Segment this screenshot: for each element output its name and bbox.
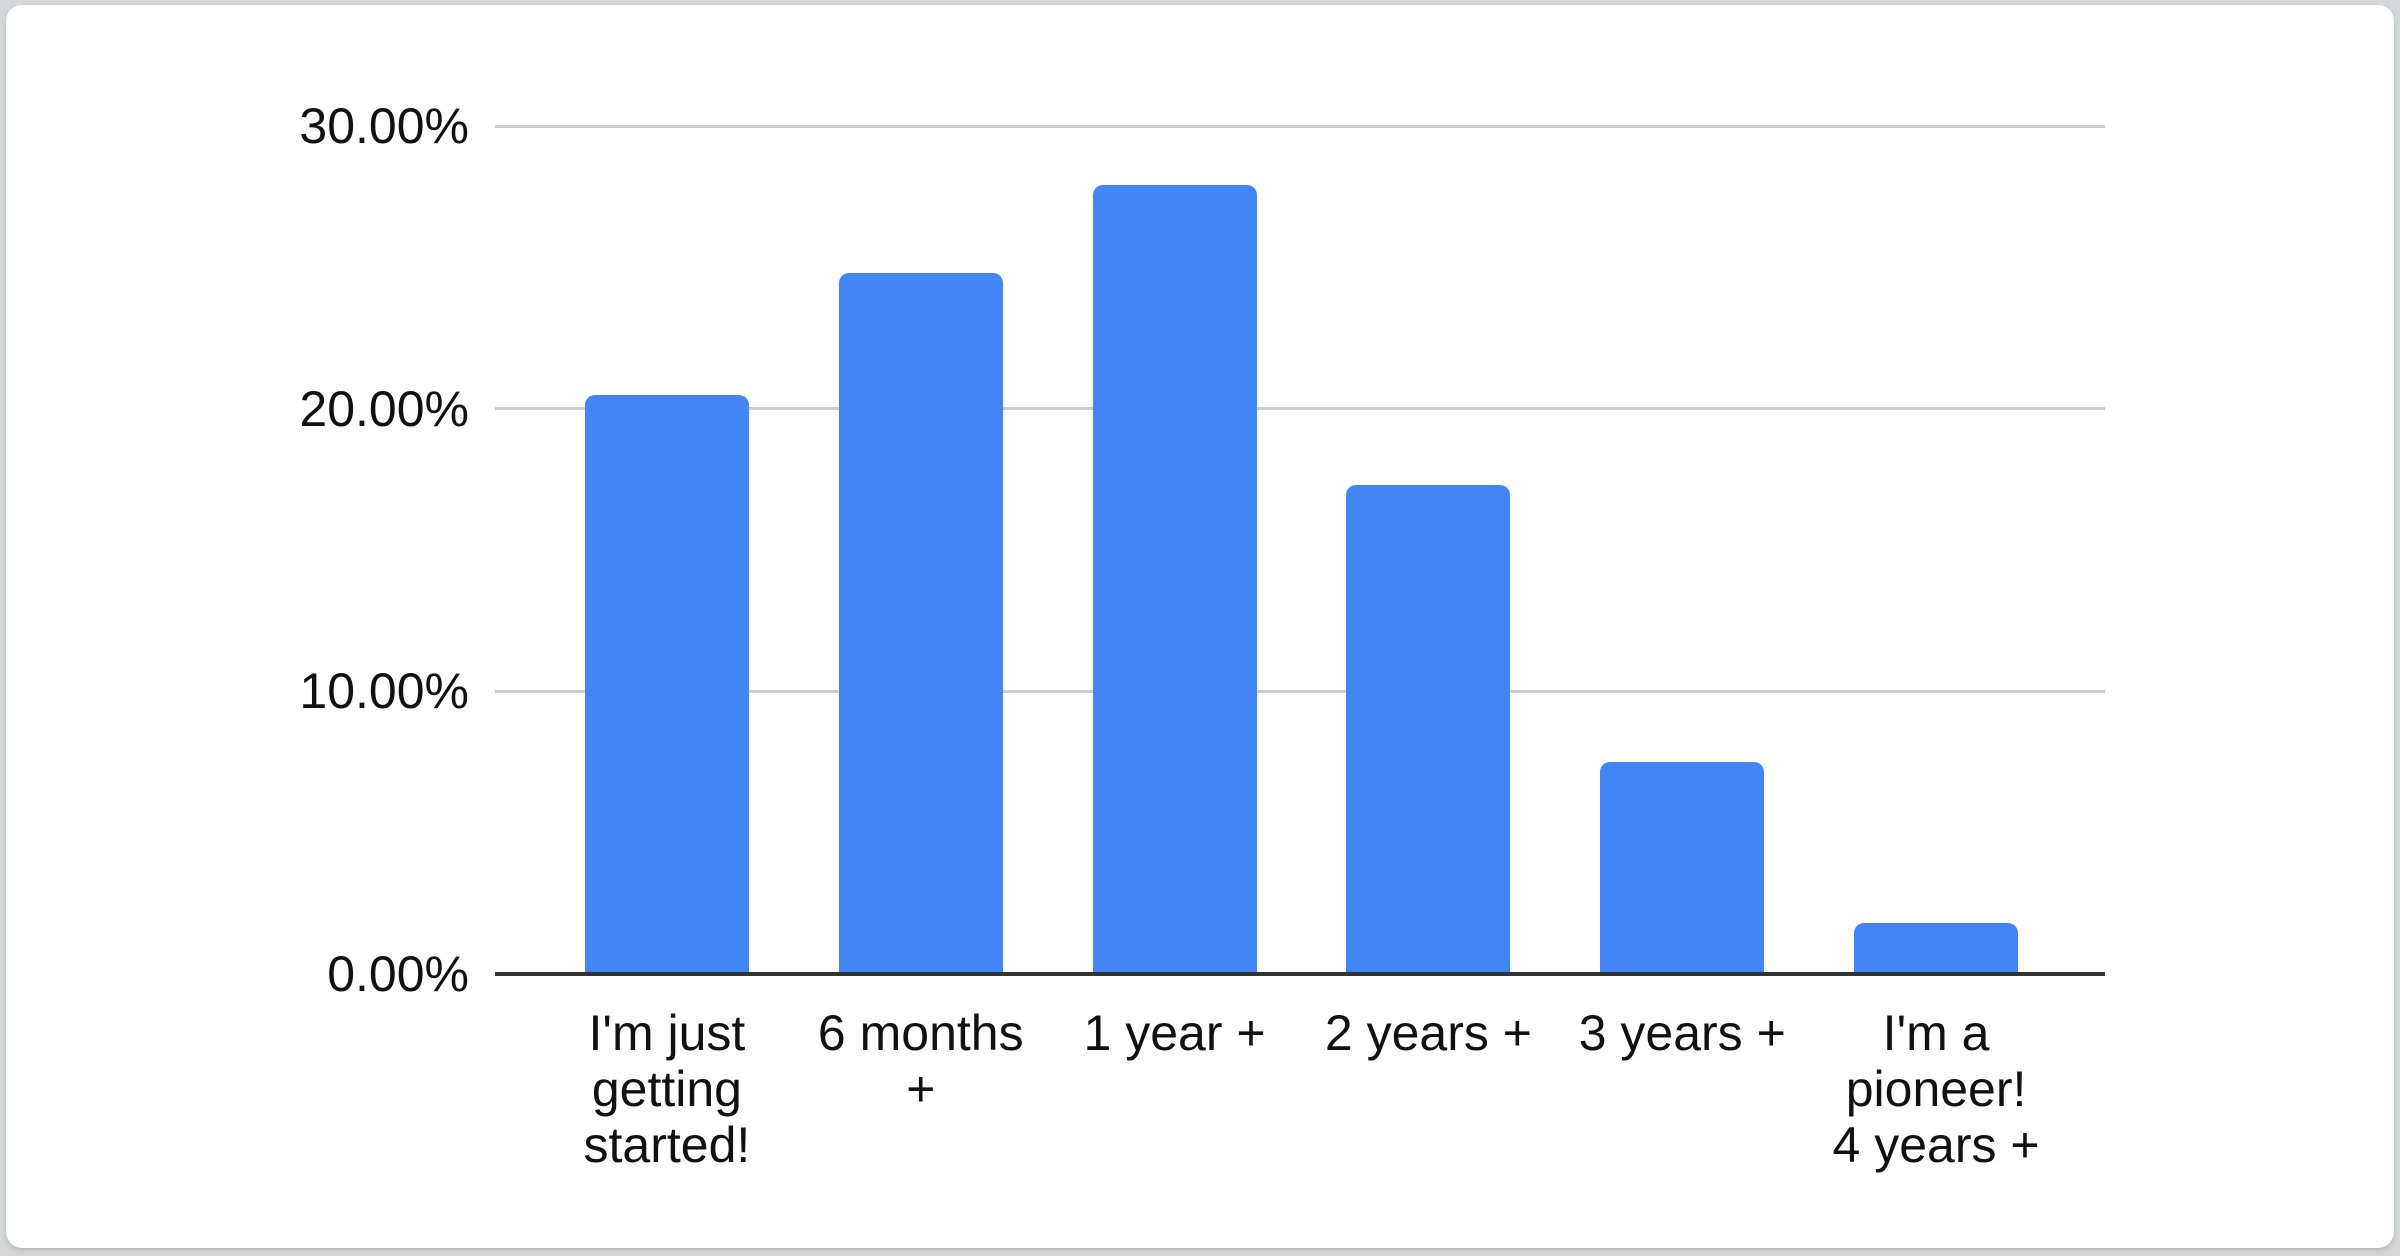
x-tick-label-4: 2 years + [1324, 1005, 1532, 1061]
bar-4 [1346, 485, 1511, 974]
y-tick-label-0pct: 0.00% [327, 946, 469, 1002]
bar-1 [584, 394, 749, 974]
x-tick-label-2: 6 months + [817, 1005, 1024, 1117]
gridline-30pct [495, 124, 2105, 128]
chart-card: 0.00% 10.00% 20.00% 30.00% I'm just getting… [6, 5, 2394, 1248]
x-axis-baseline [495, 972, 2105, 976]
gridline-20pct [495, 407, 2105, 411]
x-tick-label-3: 1 year + [1083, 1005, 1266, 1061]
x-tick-label-6: I'm a pioneer! 4 years + [1832, 1005, 2040, 1173]
y-tick-label-30pct: 30.00% [299, 98, 469, 154]
x-tick-label-5: 3 years + [1578, 1005, 1786, 1061]
bar-chart-plot-area [495, 124, 2105, 976]
bar-3 [1092, 185, 1257, 974]
bar-2 [838, 273, 1003, 974]
gridline-10pct [495, 689, 2105, 693]
bar-5 [1600, 762, 1765, 974]
y-tick-label-20pct: 20.00% [299, 380, 469, 437]
bar-6 [1854, 923, 2019, 974]
x-tick-label-1: I'm just getting started! [583, 1005, 751, 1173]
y-tick-label-10pct: 10.00% [299, 663, 469, 720]
